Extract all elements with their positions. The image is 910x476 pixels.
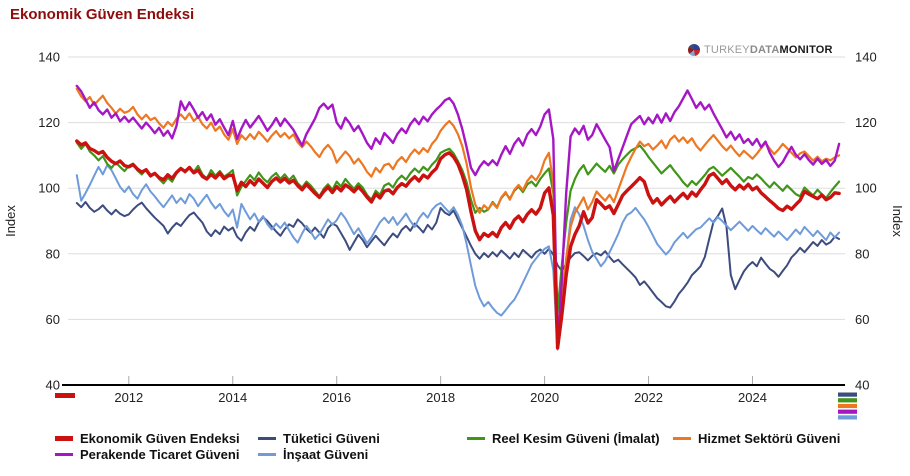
legend-swatch-purple bbox=[55, 452, 73, 456]
y-tick-right-140: 140 bbox=[855, 50, 877, 65]
y-axis-title-right: Index bbox=[890, 205, 905, 237]
legend-label: Tüketici Güveni bbox=[283, 430, 380, 446]
legend-swatch-navy bbox=[258, 436, 276, 440]
legend-item-insaat-guveni[interactable]: İnşaat Güveni bbox=[258, 446, 369, 462]
x-tick-label-2018: 2018 bbox=[426, 390, 455, 405]
legend-label: Reel Kesim Güveni (İmalat) bbox=[492, 430, 660, 446]
x-tick-label-2022: 2022 bbox=[634, 390, 663, 405]
x-tick-label-2024: 2024 bbox=[738, 390, 767, 405]
axis-swatch-hizmet-sektoru-guveni bbox=[838, 403, 857, 409]
x-tick-label-2016: 2016 bbox=[322, 390, 351, 405]
y-tick-left-120: 120 bbox=[38, 115, 60, 130]
pie-logo-icon bbox=[688, 44, 700, 56]
axis-swatch-perakende-ticaret-guveni bbox=[838, 409, 857, 414]
axis-swatch-reel-kesim-guveni bbox=[838, 398, 857, 403]
series-line-hizmet-sektoru-guveni bbox=[75, 87, 841, 333]
legend-label: Ekonomik Güven Endeksi bbox=[80, 430, 240, 446]
y-tick-left-80: 80 bbox=[46, 246, 60, 261]
legend-swatch-orange bbox=[673, 436, 691, 440]
logo-text-monitor: MONITOR bbox=[779, 44, 833, 56]
axis-swatch-tuketici-guveni bbox=[838, 392, 857, 397]
legend-item-ekonomik-guven-endeksi[interactable]: Ekonomik Güven Endeksi bbox=[55, 430, 240, 446]
y-tick-right-60: 60 bbox=[855, 312, 869, 327]
x-tick-label-2012: 2012 bbox=[114, 390, 143, 405]
series-line-tuketici-guveni bbox=[75, 201, 841, 309]
y-axis-title-left: Index bbox=[3, 205, 18, 237]
legend-item-perakende-ticaret-guveni[interactable]: Perakende Ticaret Güveni bbox=[55, 446, 240, 462]
legend-item-reel-kesim-guveni[interactable]: Reel Kesim Güveni (İmalat) bbox=[467, 430, 660, 446]
x-tick-label-2020: 2020 bbox=[530, 390, 559, 405]
axis-swatch-red bbox=[55, 393, 75, 398]
legend-label: Perakende Ticaret Güveni bbox=[80, 446, 240, 462]
series-line-perakende-ticaret-guveni bbox=[75, 84, 841, 349]
x-tick-label-2014: 2014 bbox=[218, 390, 247, 405]
y-tick-left-100: 100 bbox=[38, 181, 60, 196]
y-tick-right-100: 100 bbox=[855, 181, 877, 196]
legend-swatch-red bbox=[55, 435, 73, 441]
y-tick-left-60: 60 bbox=[46, 312, 60, 327]
legend-item-hizmet-sektoru-guveni[interactable]: Hizmet Sektörü Güveni bbox=[673, 430, 841, 446]
logo-text-data: DATA bbox=[749, 44, 780, 56]
y-tick-left-140: 140 bbox=[38, 50, 60, 65]
page-title: Ekonomik Güven Endeksi bbox=[10, 6, 195, 23]
legend-label: Hizmet Sektörü Güveni bbox=[698, 430, 841, 446]
logo-text-turkey: TURKEY bbox=[704, 44, 750, 56]
y-tick-right-80: 80 bbox=[855, 246, 869, 261]
y-tick-right-40: 40 bbox=[855, 378, 869, 393]
y-tick-right-120: 120 bbox=[855, 115, 877, 130]
series-line-ekonomik-guven-endeksi bbox=[75, 139, 841, 350]
legend-label: İnşaat Güveni bbox=[283, 446, 369, 462]
legend-swatch-lightblue bbox=[258, 452, 276, 456]
series-line-insaat-guveni bbox=[75, 164, 841, 351]
turkeydatamonitor-logo: TURKEY DATA MONITOR bbox=[688, 44, 833, 56]
legend-swatch-green bbox=[467, 436, 485, 440]
y-tick-left-40: 40 bbox=[46, 378, 60, 393]
axis-swatch-insaat-guveni bbox=[838, 415, 857, 420]
legend-item-tuketici-guveni[interactable]: Tüketici Güveni bbox=[258, 430, 380, 446]
